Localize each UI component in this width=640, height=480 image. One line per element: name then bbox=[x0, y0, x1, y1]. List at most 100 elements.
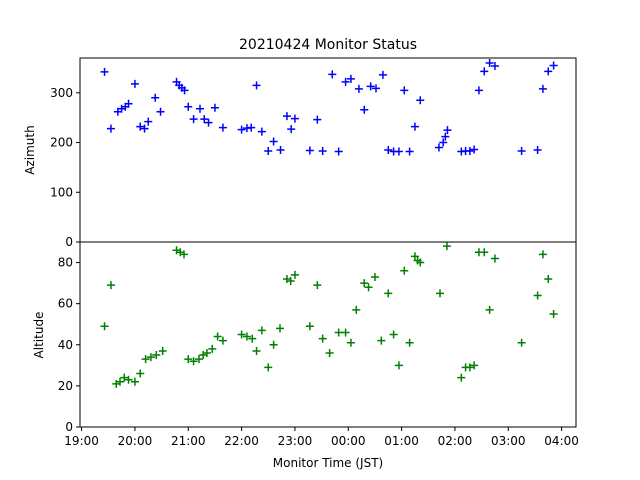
altitude-data-point bbox=[377, 336, 386, 345]
azimuth-data-point bbox=[474, 86, 483, 95]
altitude-data-point bbox=[370, 272, 379, 281]
altitude-data-point bbox=[269, 340, 278, 349]
azimuth-data-point bbox=[247, 123, 256, 132]
azimuth-data-point bbox=[196, 104, 204, 113]
altitude-data-point bbox=[194, 355, 203, 364]
altitude-y-ticks: 0 20 40 60 80 bbox=[58, 256, 80, 434]
altitude-data-point bbox=[313, 281, 322, 290]
azimuth-data-point bbox=[405, 147, 414, 156]
altitude-data-point bbox=[208, 344, 217, 353]
azimuth-data-point bbox=[276, 146, 285, 154]
altitude-data-point bbox=[252, 346, 261, 355]
azimuth-data-point bbox=[200, 115, 209, 124]
altitude-y-tick-label: 60 bbox=[58, 297, 73, 311]
altitude-data-point bbox=[544, 275, 553, 283]
altitude-data-point bbox=[394, 361, 403, 370]
azimuth-data-point bbox=[136, 122, 145, 131]
azimuth-data-point bbox=[130, 79, 139, 88]
altitude-data-point bbox=[538, 250, 547, 259]
altitude-y-tick-label: 40 bbox=[58, 338, 73, 352]
altitude-data-point bbox=[136, 369, 145, 378]
azimuth-data-point bbox=[354, 84, 363, 93]
azimuth-data-point bbox=[485, 58, 494, 67]
altitude-data-point bbox=[325, 349, 334, 357]
azimuth-data-point bbox=[252, 81, 261, 90]
altitude-data-point bbox=[400, 266, 409, 275]
azimuth-data-point bbox=[549, 61, 558, 70]
x-tick-label: 04:00 bbox=[544, 434, 579, 448]
azimuth-data-point bbox=[100, 67, 109, 76]
altitude-data-point bbox=[257, 326, 266, 335]
azimuth-y-tick-label: 300 bbox=[50, 86, 73, 100]
azimuth-data-point bbox=[470, 145, 479, 154]
azimuth-data-point bbox=[237, 125, 246, 134]
azimuth-data-point bbox=[517, 146, 526, 155]
altitude-data-point bbox=[286, 277, 295, 286]
azimuth-data-point bbox=[544, 67, 553, 76]
altitude-data-point bbox=[242, 332, 251, 341]
azimuth-data-point bbox=[410, 122, 419, 131]
altitude-data-point bbox=[202, 349, 211, 357]
altitude-data-point bbox=[360, 279, 369, 288]
altitude-data-point bbox=[436, 289, 444, 298]
altitude-data-point bbox=[334, 328, 343, 337]
altitude-data-point bbox=[364, 283, 373, 292]
azimuth-data-point bbox=[328, 70, 337, 79]
altitude-data-point bbox=[517, 338, 526, 347]
altitude-data-point bbox=[276, 324, 284, 333]
altitude-data-point bbox=[189, 357, 198, 366]
altitude-data-point bbox=[346, 338, 355, 347]
azimuth-panel: 0 100 200 300 Azimuth bbox=[23, 57, 577, 249]
altitude-data-point bbox=[100, 322, 109, 331]
azimuth-axis-label: Azimuth bbox=[23, 125, 37, 174]
azimuth-data-point bbox=[366, 82, 375, 91]
altitude-data-point bbox=[146, 353, 155, 362]
altitude-data-point bbox=[116, 377, 124, 386]
altitude-data-point bbox=[158, 346, 167, 355]
azimuth-data-point bbox=[318, 146, 327, 155]
altitude-data-point bbox=[410, 252, 419, 261]
azimuth-data-point bbox=[144, 117, 153, 126]
azimuth-data-point bbox=[480, 67, 489, 76]
azimuth-data-point bbox=[140, 124, 149, 133]
altitude-data-point bbox=[264, 363, 273, 372]
azimuth-data-point bbox=[269, 137, 278, 146]
altitude-data-point bbox=[470, 361, 479, 370]
azimuth-data-point bbox=[124, 99, 133, 108]
azimuth-data-point bbox=[282, 112, 291, 121]
altitude-data-point bbox=[152, 351, 161, 360]
altitude-data-point bbox=[341, 328, 350, 337]
altitude-panel: 0 20 40 60 80 19:00 20:00 21:00 22:00 23:00 00:00… bbox=[32, 241, 579, 448]
x-tick-label: 02:00 bbox=[438, 434, 473, 448]
altitude-data-point bbox=[465, 363, 474, 372]
x-tick-label: 03:00 bbox=[491, 434, 526, 448]
azimuth-data-point bbox=[189, 115, 198, 124]
altitude-axis-label: Altitude bbox=[32, 312, 46, 359]
altitude-y-tick-label: 80 bbox=[58, 256, 73, 270]
azimuth-data-point bbox=[180, 86, 189, 95]
x-tick-label: 19:00 bbox=[64, 434, 99, 448]
azimuth-plot-area bbox=[80, 58, 576, 242]
azimuth-data-point bbox=[156, 107, 165, 116]
azimuth-data-point bbox=[257, 127, 266, 136]
azimuth-y-tick-label: 0 bbox=[65, 235, 73, 249]
x-axis-ticks: 19:00 20:00 21:00 22:00 23:00 00:00 01:00 02:00… bbox=[64, 427, 579, 448]
azimuth-data-point bbox=[378, 70, 387, 79]
altitude-data-point bbox=[480, 248, 489, 257]
altitude-points bbox=[100, 242, 558, 388]
altitude-data-point bbox=[141, 355, 150, 364]
azimuth-data-point bbox=[538, 84, 547, 93]
azimuth-y-tick-label: 200 bbox=[50, 136, 73, 150]
azimuth-data-point bbox=[400, 86, 409, 95]
azimuth-data-point bbox=[465, 146, 474, 155]
azimuth-data-point bbox=[372, 84, 380, 93]
azimuth-data-point bbox=[106, 124, 115, 133]
azimuth-data-point bbox=[204, 118, 213, 127]
altitude-data-point bbox=[248, 334, 257, 343]
azimuth-points bbox=[100, 58, 558, 156]
altitude-data-point bbox=[389, 330, 398, 339]
x-tick-label: 21:00 bbox=[171, 434, 206, 448]
altitude-data-point bbox=[485, 305, 494, 314]
altitude-data-point bbox=[490, 254, 499, 263]
